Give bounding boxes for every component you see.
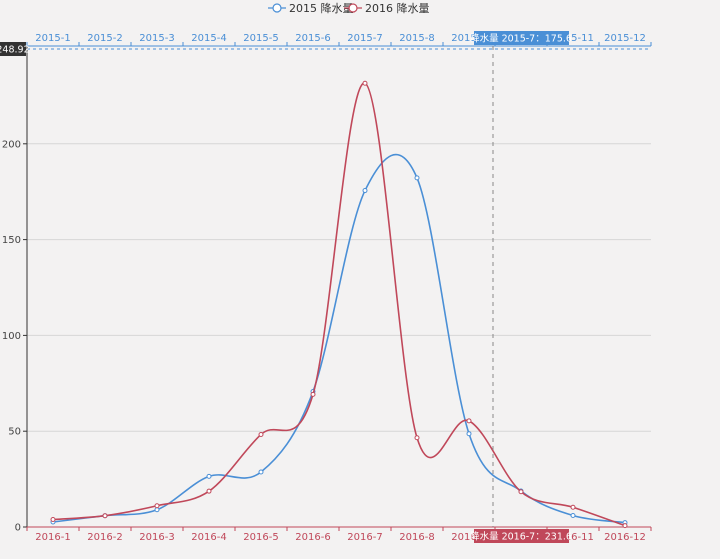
data-point-2016-6[interactable] bbox=[310, 391, 316, 397]
x-top-tick-label: 2015-7 bbox=[347, 33, 382, 44]
x-bottom-tick-label: 2016-2 bbox=[87, 532, 122, 543]
x-bottom-tick-label: 2016-6 bbox=[295, 532, 330, 543]
legend-marker-2016 bbox=[348, 3, 358, 13]
x-top-tick-label: 2015-8 bbox=[399, 33, 434, 44]
grid-layer bbox=[27, 143, 651, 432]
data-point-2016-8[interactable] bbox=[414, 435, 420, 441]
x-bottom-tick-label: 2016-11 bbox=[552, 532, 594, 543]
x-top-tick-label: 2015-5 bbox=[243, 33, 278, 44]
data-point-2015-5[interactable] bbox=[258, 469, 264, 475]
data-point-2015-4[interactable] bbox=[206, 473, 212, 479]
data-point-2016-1[interactable] bbox=[50, 517, 56, 523]
y-tick-label-150: 150 bbox=[2, 235, 21, 246]
x-top-tick-label: 2015-12 bbox=[604, 33, 646, 44]
x-top-tick-label: 2015-9 bbox=[451, 33, 486, 44]
legend[interactable]: 2015 降水量 2016 降水量 bbox=[268, 1, 430, 15]
data-point-2016-7[interactable] bbox=[362, 80, 368, 86]
series-line-2015[interactable] bbox=[52, 154, 626, 524]
legend-item-2016[interactable]: 2016 降水量 bbox=[344, 1, 430, 15]
x-top-tick-label: 2015-11 bbox=[552, 33, 594, 44]
bottom-axis-tooltip-bg bbox=[474, 529, 569, 543]
x-bottom-tick-label: 2016-12 bbox=[604, 532, 646, 543]
x-top-tick-label: 2015-4 bbox=[191, 33, 226, 44]
x-bottom-tick-label: 2016-4 bbox=[191, 532, 226, 543]
data-point-2016-11[interactable] bbox=[570, 504, 576, 510]
x-bottom-tick-label: 2016-9 bbox=[451, 532, 486, 543]
series-line-2016[interactable] bbox=[52, 82, 626, 527]
top-axis-tooltip-bg bbox=[474, 31, 569, 45]
x-bottom-tick-label: 2016-1 bbox=[35, 532, 70, 543]
y-tick-label-200: 200 bbox=[2, 139, 21, 150]
data-point-2015-8[interactable] bbox=[414, 175, 420, 181]
data-point-2015-7[interactable] bbox=[362, 188, 368, 194]
data-point-2016-4[interactable] bbox=[206, 488, 212, 494]
data-point-2015-11[interactable] bbox=[570, 513, 576, 519]
y-pointer-label: 248.92 bbox=[0, 42, 30, 56]
y-tick-label-0: 0 bbox=[15, 523, 21, 534]
series-layer bbox=[50, 80, 628, 529]
legend-label-2016: 2016 降水量 bbox=[365, 1, 430, 15]
pointer-layer bbox=[27, 46, 651, 527]
x-top-tick-label: 2015-3 bbox=[139, 33, 174, 44]
data-point-2016-12[interactable] bbox=[622, 523, 628, 529]
data-point-2015-3[interactable] bbox=[154, 507, 160, 513]
y-tick-label-100: 100 bbox=[2, 331, 21, 342]
data-point-2016-9[interactable] bbox=[466, 418, 472, 424]
x-top-tick-label: 2015-2 bbox=[87, 33, 122, 44]
y-tick-label-50: 50 bbox=[8, 427, 21, 438]
x-top-tick-label: 2015-1 bbox=[35, 33, 70, 44]
legend-label-2015: 2015 降水量 bbox=[289, 1, 354, 15]
data-point-2016-3[interactable] bbox=[154, 503, 160, 509]
top-axis-tooltip-text: 降水量 2015-7：175.6 bbox=[470, 33, 572, 45]
bottom-axis-tooltip-text: 降水量 2016-7：231.6 bbox=[470, 531, 572, 543]
axis-layer: 0 50 100 150 200 2015-1 2015-2 2015-3 2015-4 2015… bbox=[2, 33, 652, 543]
x-bottom-tick-label: 2016-8 bbox=[399, 532, 434, 543]
y-pointer-label-text: 248.92 bbox=[0, 45, 30, 56]
x-bottom-tick-label: 2016-5 bbox=[243, 532, 278, 543]
x-bottom-tick-label: 2016-3 bbox=[139, 532, 174, 543]
legend-marker-2015 bbox=[272, 3, 282, 13]
legend-item-2015[interactable]: 2015 降水量 bbox=[268, 1, 354, 15]
x-top-tick-label: 2015-6 bbox=[295, 33, 330, 44]
top-axis-tooltip: 降水量 2015-7：175.6 bbox=[470, 31, 572, 45]
data-point-2016-5[interactable] bbox=[258, 431, 264, 437]
bottom-axis-tooltip: 降水量 2016-7：231.6 bbox=[470, 529, 572, 543]
data-point-2015-9[interactable] bbox=[466, 431, 472, 437]
data-point-2016-2[interactable] bbox=[102, 513, 108, 519]
x-bottom-tick-label: 2016-7 bbox=[347, 532, 382, 543]
data-point-2016-10[interactable] bbox=[518, 489, 524, 495]
y-pointer-label-bg bbox=[0, 42, 26, 56]
